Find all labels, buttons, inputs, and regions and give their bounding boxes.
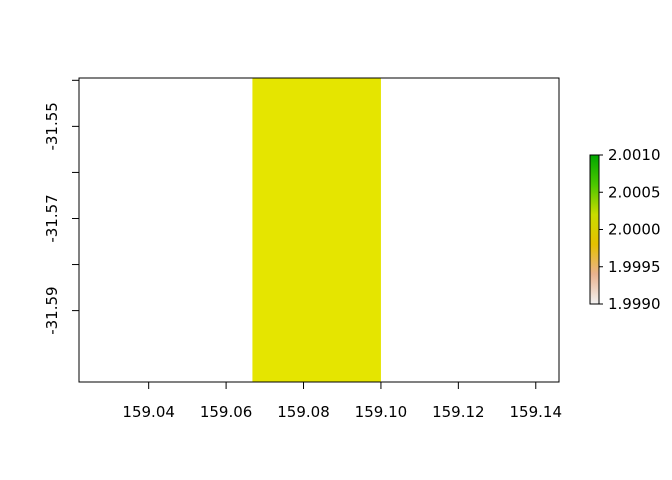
raster-cells xyxy=(252,78,381,382)
legend-tick-label: 2.0010 xyxy=(608,146,661,164)
legend-color-bar xyxy=(589,154,600,305)
x-tick-label: 159.10 xyxy=(355,403,408,421)
y-axis: -31.59 -31.57 -31.55 xyxy=(43,79,79,335)
raster-cell xyxy=(252,78,381,382)
y-tick-label: -31.59 xyxy=(43,286,61,334)
legend-tick-label: 1.9995 xyxy=(608,258,661,276)
y-tick-label: -31.57 xyxy=(43,194,61,242)
legend-ticks: 1.9990 1.9995 2.0000 2.0005 2.0010 xyxy=(599,146,661,313)
legend-tick-label: 2.0005 xyxy=(608,183,661,201)
legend-tick-label: 2.0000 xyxy=(608,221,661,239)
x-tick-label: 159.08 xyxy=(277,403,330,421)
y-tick-label: -31.55 xyxy=(43,102,61,150)
x-tick-label: 159.12 xyxy=(432,403,485,421)
plot-frame xyxy=(78,77,560,383)
color-legend: 1.9990 1.9995 2.0000 2.0005 2.0010 xyxy=(589,146,661,313)
x-tick-label: 159.14 xyxy=(510,403,563,421)
legend-tick-label: 1.9990 xyxy=(608,295,661,313)
x-axis: 159.04 159.06 159.08 159.10 159.12 159.14 xyxy=(122,382,562,421)
x-tick-label: 159.04 xyxy=(122,403,175,421)
x-tick-label: 159.06 xyxy=(200,403,253,421)
